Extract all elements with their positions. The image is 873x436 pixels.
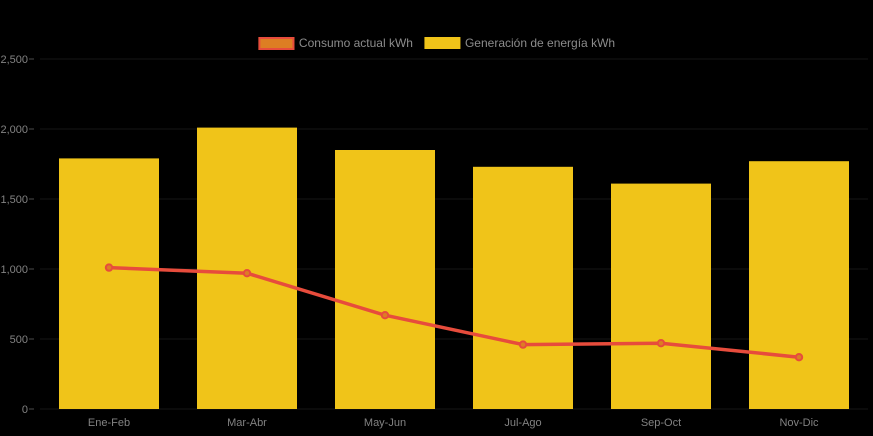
- y-axis-label: 500: [10, 334, 28, 346]
- x-axis-label-Mar-Abr: Mar-Abr: [227, 417, 267, 429]
- y-axis-label: 2,500: [0, 54, 28, 66]
- x-axis-label-Nov-Dic: Nov-Dic: [779, 417, 819, 429]
- line-marker-May-Jun[interactable]: [380, 311, 390, 320]
- y-axis-label: 1,000: [0, 264, 28, 276]
- y-axis-label: 1,500: [0, 194, 28, 206]
- line-marker-Nov-Dic[interactable]: [794, 353, 804, 362]
- bar-May-Jun[interactable]: [335, 150, 435, 409]
- legend-swatch-generacion-energia: [423, 37, 460, 49]
- bar-Nov-Dic[interactable]: [749, 161, 849, 409]
- y-axis-label: 2,000: [0, 124, 28, 136]
- line-marker-Ene-Feb[interactable]: [104, 263, 114, 272]
- legend-label-consumo-actual: Consumo actual kWh: [298, 36, 413, 50]
- bar-Ene-Feb[interactable]: [59, 158, 159, 409]
- line-marker-Sep-Oct[interactable]: [656, 339, 666, 348]
- bar-Jul-Ago[interactable]: [473, 166, 573, 409]
- x-axis-label-Ene-Feb: Ene-Feb: [88, 417, 130, 429]
- bar-Sep-Oct[interactable]: [611, 183, 711, 409]
- y-axis-label: 0: [22, 404, 28, 416]
- x-axis-label-May-Jun: May-Jun: [364, 417, 406, 429]
- legend-item-consumo-actual[interactable]: Consumo actual kWh: [257, 36, 413, 50]
- chart-legend: Consumo actual kWh Generación de energía…: [257, 36, 616, 50]
- line-marker-Jul-Ago[interactable]: [518, 340, 528, 349]
- x-axis-label-Sep-Oct: Sep-Oct: [641, 417, 681, 429]
- consumption-line: [107, 265, 801, 359]
- legend-label-generacion-energia: Generación de energía kWh: [464, 36, 616, 50]
- legend-item-generacion-energia[interactable]: Generación de energía kWh: [423, 36, 616, 50]
- bar-Mar-Abr[interactable]: [197, 127, 297, 409]
- line-marker-Mar-Abr[interactable]: [242, 269, 252, 278]
- legend-swatch-consumo-actual: [257, 36, 294, 50]
- x-axis-label-Jul-Ago: Jul-Ago: [504, 417, 541, 429]
